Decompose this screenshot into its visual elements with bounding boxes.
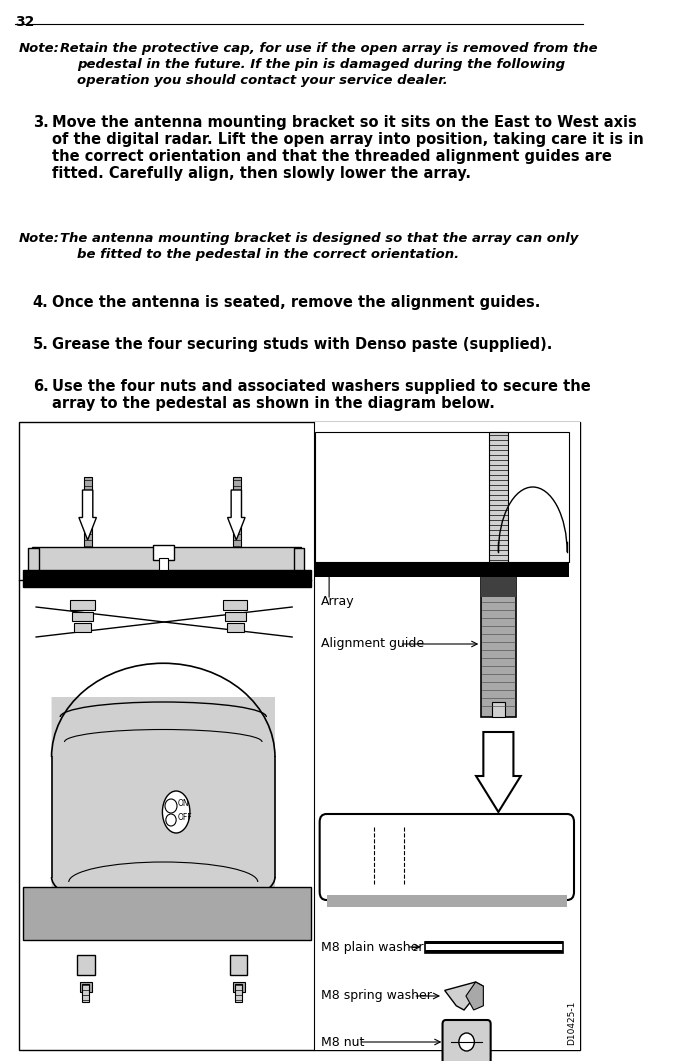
FancyBboxPatch shape	[443, 1020, 491, 1061]
Text: 32: 32	[15, 15, 35, 29]
Bar	[224, 601, 247, 610]
Ellipse shape	[162, 792, 190, 833]
Text: Array: Array	[321, 595, 354, 609]
Text: Use the four nuts and associated washers supplied to secure the: Use the four nuts and associated washers…	[52, 379, 590, 394]
Text: Pedestal: Pedestal	[321, 851, 374, 864]
Text: of the digital radar. Lift the open array into position, taking care it is in: of the digital radar. Lift the open arra…	[52, 132, 643, 147]
Bar	[315, 432, 569, 562]
Bar	[74, 623, 91, 632]
Circle shape	[166, 814, 176, 827]
Text: the correct orientation and that the threaded alignment guides are: the correct orientation and that the thr…	[52, 149, 611, 164]
Bar	[77, 955, 95, 975]
Bar	[425, 941, 563, 944]
Bar	[425, 950, 563, 953]
Circle shape	[165, 799, 177, 813]
Bar	[481, 577, 516, 717]
Text: 3.: 3.	[33, 115, 48, 131]
Text: OFF: OFF	[178, 814, 192, 822]
Text: Note:: Note:	[19, 232, 60, 245]
Bar	[481, 577, 516, 597]
Bar	[84, 477, 92, 547]
Bar	[489, 432, 508, 562]
Bar	[153, 545, 174, 560]
Text: fitted. Carefully align, then slowly lower the array.: fitted. Carefully align, then slowly low…	[52, 166, 470, 181]
Polygon shape	[476, 732, 521, 812]
Bar	[225, 612, 246, 621]
Polygon shape	[79, 490, 96, 540]
Bar	[19, 422, 580, 1050]
Bar	[326, 895, 567, 907]
Text: M8 nut: M8 nut	[321, 1036, 364, 1048]
Bar	[425, 942, 563, 953]
Text: 4.: 4.	[33, 295, 48, 310]
Text: operation you should contact your service dealer.: operation you should contact your servic…	[77, 74, 448, 87]
FancyBboxPatch shape	[52, 697, 275, 912]
Text: ON: ON	[178, 800, 190, 808]
Bar	[491, 702, 505, 717]
Bar	[233, 477, 240, 547]
Bar	[315, 562, 569, 577]
Bar	[314, 422, 580, 1050]
Text: The antenna mounting bracket is designed so that the array can only: The antenna mounting bracket is designed…	[60, 232, 579, 245]
Bar	[230, 955, 247, 975]
Bar	[294, 547, 304, 576]
Bar	[233, 982, 245, 992]
Bar	[80, 982, 92, 992]
Text: Alignment guide: Alignment guide	[321, 638, 424, 650]
Bar	[236, 984, 243, 1002]
Bar	[23, 570, 311, 587]
Bar	[72, 612, 93, 621]
Text: array to the pedestal as shown in the diagram below.: array to the pedestal as shown in the di…	[52, 396, 494, 411]
Bar	[70, 601, 95, 610]
Bar	[32, 547, 300, 572]
Text: M8 spring washer: M8 spring washer	[321, 990, 431, 1003]
Bar	[25, 571, 309, 585]
Text: M8 plain washer: M8 plain washer	[321, 940, 423, 954]
Circle shape	[459, 1033, 475, 1051]
Bar	[23, 887, 311, 940]
Bar	[159, 558, 167, 570]
Text: D10425-1: D10425-1	[567, 1001, 576, 1045]
Polygon shape	[466, 982, 483, 1010]
Text: Retain the protective cap, for use if the open array is removed from the: Retain the protective cap, for use if th…	[60, 42, 598, 55]
Bar	[227, 623, 244, 632]
Text: Once the antenna is seated, remove the alignment guides.: Once the antenna is seated, remove the a…	[52, 295, 540, 310]
Polygon shape	[445, 982, 483, 1010]
Bar	[29, 547, 38, 576]
Text: Grease the four securing studs with Denso paste (supplied).: Grease the four securing studs with Dens…	[52, 337, 552, 352]
Text: be fitted to the pedestal in the correct orientation.: be fitted to the pedestal in the correct…	[77, 248, 459, 261]
Text: 6.: 6.	[33, 379, 48, 394]
Polygon shape	[227, 490, 245, 540]
Text: pedestal in the future. If the pin is damaged during the following: pedestal in the future. If the pin is da…	[77, 58, 565, 71]
Bar	[82, 984, 89, 1002]
Text: Move the antenna mounting bracket so it sits on the East to West axis: Move the antenna mounting bracket so it …	[52, 115, 636, 131]
FancyBboxPatch shape	[320, 814, 574, 900]
Text: 5.: 5.	[33, 337, 49, 352]
Text: Note:: Note:	[19, 42, 60, 55]
